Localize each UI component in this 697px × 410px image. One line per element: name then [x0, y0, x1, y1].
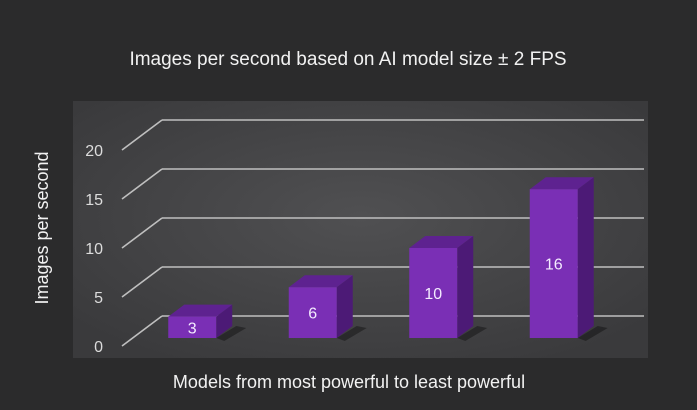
y-tick-label: 15: [85, 192, 103, 209]
bar-front: [168, 316, 217, 338]
x-axis-label: Models from most powerful to least power…: [173, 372, 525, 392]
data-labels: 3 6 10 16: [188, 257, 563, 338]
bar-front: [288, 287, 337, 338]
gridline-diagonal: [121, 266, 163, 298]
y-tick-label: 20: [85, 143, 103, 160]
bars: [168, 177, 608, 341]
data-label: 6: [308, 306, 317, 323]
data-label: 10: [424, 286, 442, 303]
y-tick-label: 10: [85, 241, 103, 258]
bar: [168, 304, 247, 341]
bar-top: [529, 177, 594, 190]
gridline-diagonal: [121, 119, 163, 151]
y-axis-label: Images per second: [32, 151, 52, 304]
gridline-diagonal: [121, 217, 163, 249]
bar-shadow: [216, 326, 247, 341]
chart-title: Images per second based on AI model size…: [129, 49, 566, 70]
data-label: 16: [545, 257, 563, 274]
bar-shadow: [336, 326, 367, 341]
bar: [409, 236, 488, 341]
bar-shadow: [577, 326, 608, 341]
bar-top: [409, 236, 474, 248]
bar-top: [168, 304, 233, 317]
y-tick-label: 5: [94, 290, 103, 307]
bar-shadow: [457, 326, 488, 341]
bar: [288, 275, 367, 341]
bar-side: [216, 304, 233, 338]
y-axis-ticks: 0 5 10 15 20: [85, 143, 103, 356]
y-tick-label: 0: [94, 339, 103, 356]
bar-side: [336, 275, 353, 338]
bar-front: [529, 189, 578, 338]
gridlines: [121, 119, 644, 347]
gridline-diagonal: [121, 168, 163, 200]
bar-top: [288, 275, 353, 288]
data-label: 3: [188, 320, 197, 337]
bar-side: [577, 177, 594, 338]
gridline-diagonal: [121, 315, 163, 347]
bar-side: [457, 236, 474, 338]
bar-front: [409, 248, 458, 338]
bar: [529, 177, 608, 341]
